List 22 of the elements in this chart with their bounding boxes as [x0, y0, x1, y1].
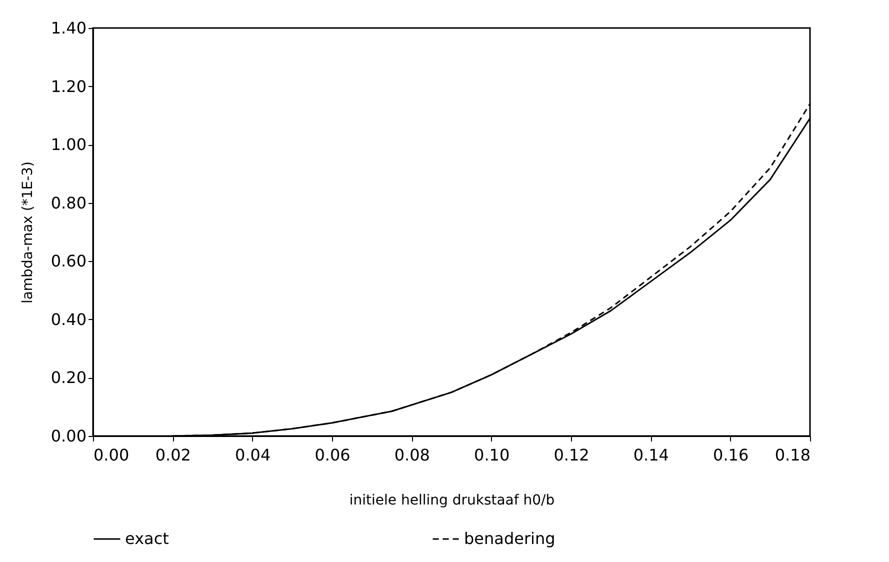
- legend-label: exact: [125, 529, 169, 548]
- y-tick-label: 0.80: [50, 193, 86, 212]
- x-tick-label: 0.16: [713, 446, 749, 464]
- x-tick-label: 0.02: [155, 446, 191, 464]
- y-tick-label: 1.20: [50, 76, 86, 96]
- x-tick-label: 0.00: [94, 446, 130, 464]
- x-tick-label: 0.12: [554, 446, 590, 464]
- y-tick-label: 0.00: [50, 426, 86, 446]
- y-tick-label: 1.40: [50, 18, 86, 38]
- y-tick-label: 0.60: [50, 252, 86, 271]
- x-tick-label: 0.06: [314, 446, 350, 464]
- x-tick-label: 0.10: [474, 446, 510, 464]
- y-tick-label: 0.40: [50, 310, 86, 329]
- legend-label: benadering: [464, 529, 556, 548]
- x-tick-label: 0.04: [235, 446, 271, 464]
- x-tick-label: 0.18: [774, 446, 810, 464]
- x-axis-title: initiele helling drukstaaf h0/b: [349, 492, 555, 508]
- x-tick-label: 0.14: [633, 446, 669, 464]
- y-tick-label: 1.00: [50, 135, 86, 154]
- y-axis-title: lambda-max (*1E-3): [20, 161, 36, 304]
- x-tick-label: 0.08: [394, 446, 430, 464]
- y-tick-label: 0.20: [50, 368, 86, 388]
